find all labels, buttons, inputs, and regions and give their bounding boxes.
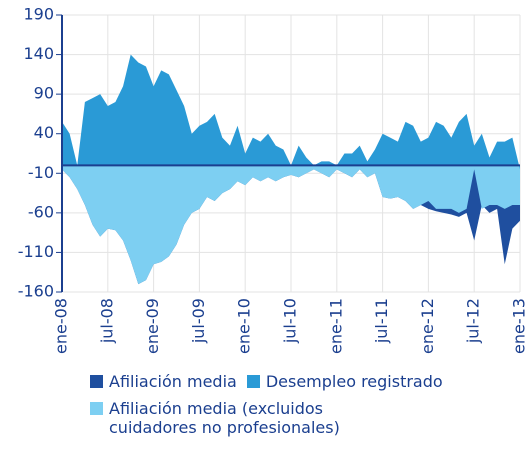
x-tick-label: jul-09 — [189, 298, 208, 344]
area — [62, 165, 520, 285]
chart: -160 -110 -60 -10 40 90 140 190 ene-08 jul-08 ene-… — [18, 5, 528, 354]
legend-label: Afiliación media (excluidos cuidadores n… — [109, 399, 340, 437]
y-tick-label: 140 — [23, 44, 54, 63]
y-tick-label: -60 — [28, 202, 54, 221]
legend-label: Desempleo registrado — [265, 372, 443, 391]
legend-item: Desempleo registrado — [246, 372, 443, 391]
legend: Afiliación media Desempleo registrado Afil… — [90, 372, 510, 445]
legend-label: Afiliación media — [109, 372, 237, 391]
y-tick-label: -110 — [18, 242, 54, 261]
x-tick-label: ene-13 — [510, 298, 528, 354]
x-tick-label: jul-11 — [372, 298, 391, 344]
y-tick-label: 90 — [34, 84, 54, 103]
legend-swatch — [90, 375, 103, 388]
legend-item: Afiliación media (excluidos cuidadores n… — [90, 399, 510, 437]
legend-swatch — [90, 402, 103, 415]
x-tick-label: ene-12 — [418, 298, 437, 354]
x-tick-label: jul-12 — [464, 298, 483, 344]
x-tick-label: ene-11 — [326, 298, 345, 354]
y-tick-label: 40 — [34, 123, 54, 142]
legend-swatch — [246, 375, 260, 388]
x-tick-label: ene-09 — [143, 298, 162, 354]
legend-row: Afiliación media Desempleo registrado — [90, 372, 510, 399]
legend-item: Afiliación media — [90, 372, 237, 391]
x-tick-label: ene-08 — [52, 298, 71, 354]
y-tick-label: 190 — [23, 5, 54, 24]
x-tick-label: ene-10 — [235, 298, 254, 354]
y-tick-label: -10 — [28, 163, 54, 182]
y-tick-label: -160 — [18, 282, 54, 301]
area — [62, 54, 520, 170]
x-tick-label: jul-10 — [281, 298, 300, 344]
x-tick-label: jul-08 — [97, 298, 116, 344]
